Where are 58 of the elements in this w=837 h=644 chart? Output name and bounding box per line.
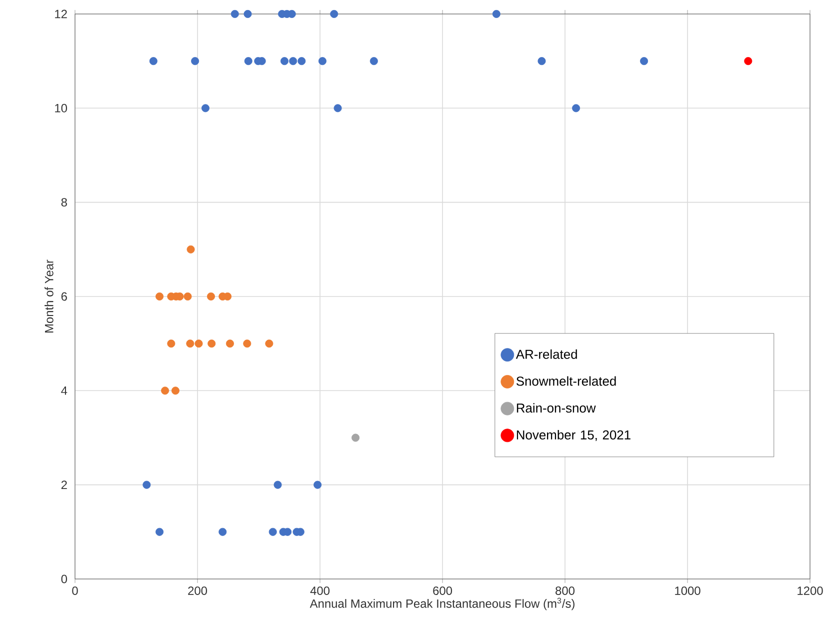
- point: [167, 340, 176, 348]
- point: [194, 340, 203, 348]
- point: [149, 57, 158, 66]
- x-tick-label: 600: [433, 586, 452, 595]
- point: [171, 386, 180, 395]
- point: [218, 528, 227, 536]
- y-tick-label: 12: [55, 10, 67, 18]
- point: [640, 57, 648, 66]
- point: [265, 340, 274, 348]
- point: [334, 104, 342, 112]
- x-tick-label: 0: [72, 586, 78, 595]
- point: [184, 292, 192, 300]
- y-tick-label: 2: [61, 480, 67, 489]
- point: [191, 57, 200, 66]
- point: [201, 104, 210, 112]
- y-tick-label: 10: [55, 104, 68, 112]
- point: [142, 480, 151, 489]
- x-tick-label: 200: [188, 586, 208, 595]
- point: [156, 528, 164, 536]
- x-axis-title: Annual Maximum Peak Instantaneous Flow (m$^{3}$/s): [310, 598, 574, 610]
- point: [370, 57, 378, 66]
- point: [208, 340, 216, 348]
- point: [186, 245, 195, 254]
- point: [156, 292, 164, 300]
- y-tick-label: 6: [61, 292, 67, 301]
- point: [330, 10, 338, 18]
- point: [244, 10, 252, 18]
- y-tick-label: 8: [61, 198, 67, 207]
- point: [492, 10, 500, 18]
- point: [161, 386, 170, 395]
- y-axis-title: Month of Year: [44, 260, 54, 332]
- legend-label: Snowmelt-related: [516, 376, 616, 386]
- point: [572, 104, 580, 112]
- x-tick-label: 800: [556, 586, 575, 595]
- point: [280, 57, 288, 66]
- point: [314, 480, 322, 489]
- y-tick-label: 0: [61, 574, 68, 584]
- x-tick-label: 1200: [798, 586, 823, 595]
- point: [318, 57, 326, 66]
- x-tick-label: 400: [310, 586, 330, 595]
- y-tick-label: 4: [61, 386, 68, 395]
- point: [538, 57, 546, 66]
- legend-label: Rain-on-snow: [516, 403, 596, 413]
- point: [289, 57, 298, 66]
- point: [186, 340, 194, 348]
- point: [352, 434, 360, 442]
- legend-label: November 15, 2021: [516, 430, 630, 442]
- point: [243, 340, 252, 348]
- point: [226, 340, 234, 348]
- point: [744, 57, 752, 66]
- point: [230, 10, 239, 18]
- legend-label: AR-related: [516, 349, 577, 359]
- point: [298, 57, 306, 66]
- point: [274, 480, 282, 489]
- point: [268, 528, 277, 536]
- point: [206, 292, 215, 300]
- point: [244, 57, 252, 66]
- x-tick-label: 1000: [675, 586, 700, 595]
